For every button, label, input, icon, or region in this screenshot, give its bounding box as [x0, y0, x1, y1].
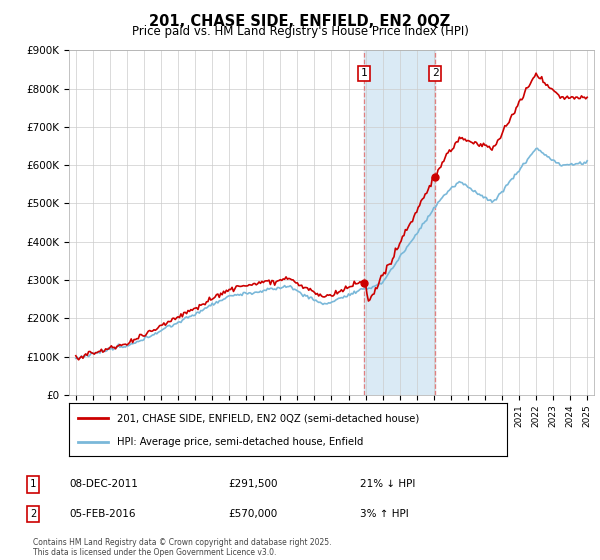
- Text: 08-DEC-2011: 08-DEC-2011: [69, 479, 138, 489]
- Text: 201, CHASE SIDE, ENFIELD, EN2 0QZ: 201, CHASE SIDE, ENFIELD, EN2 0QZ: [149, 14, 451, 29]
- Text: £570,000: £570,000: [228, 509, 277, 519]
- Text: Price paid vs. HM Land Registry's House Price Index (HPI): Price paid vs. HM Land Registry's House …: [131, 25, 469, 38]
- Text: Contains HM Land Registry data © Crown copyright and database right 2025.
This d: Contains HM Land Registry data © Crown c…: [33, 538, 331, 557]
- Text: 201, CHASE SIDE, ENFIELD, EN2 0QZ (semi-detached house): 201, CHASE SIDE, ENFIELD, EN2 0QZ (semi-…: [117, 413, 419, 423]
- Text: 2: 2: [30, 509, 36, 519]
- Text: 21% ↓ HPI: 21% ↓ HPI: [360, 479, 415, 489]
- Text: 2: 2: [432, 68, 439, 78]
- Text: 3% ↑ HPI: 3% ↑ HPI: [360, 509, 409, 519]
- Text: HPI: Average price, semi-detached house, Enfield: HPI: Average price, semi-detached house,…: [117, 436, 364, 446]
- Bar: [364, 50, 435, 395]
- Text: 1: 1: [30, 479, 36, 489]
- Text: 1: 1: [361, 68, 368, 78]
- Text: £291,500: £291,500: [228, 479, 277, 489]
- Text: 05-FEB-2016: 05-FEB-2016: [69, 509, 136, 519]
